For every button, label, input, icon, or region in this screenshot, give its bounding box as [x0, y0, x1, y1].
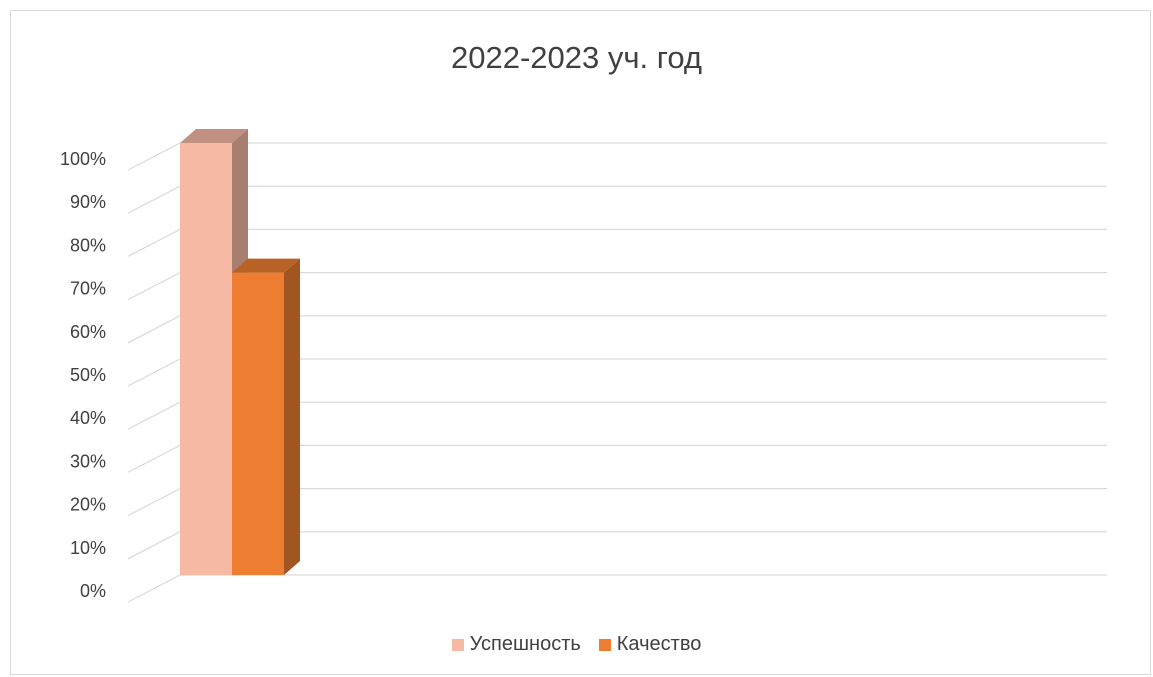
legend-swatch-kachestvo — [598, 638, 611, 651]
legend-swatch-uspeshnost — [451, 638, 464, 651]
bar — [232, 272, 284, 575]
chart-title: 2022-2023 уч. год — [450, 40, 702, 75]
bar-top — [180, 129, 248, 143]
legend: Успешность Качество — [0, 633, 1153, 656]
gridline-diagonal — [127, 488, 181, 517]
gridline-diagonal — [127, 444, 181, 473]
y-tick-label: 20% — [70, 495, 106, 515]
bar-top — [232, 258, 300, 273]
y-tick-label: 60% — [70, 322, 106, 342]
y-tick-label: 10% — [70, 538, 106, 558]
y-tick-label: 90% — [70, 192, 106, 212]
gridline-diagonal — [127, 531, 181, 560]
legend-label-kachestvo: Качество — [616, 633, 702, 655]
gridline-diagonal — [127, 574, 181, 603]
gridline-diagonal — [127, 401, 181, 430]
bar-side — [284, 258, 300, 575]
y-tick-label: 70% — [70, 279, 106, 299]
y-tick-label: 0% — [80, 581, 106, 601]
gridline-diagonal — [127, 315, 181, 344]
y-tick-label: 40% — [70, 408, 106, 428]
legend-item-kachestvo: Качество — [598, 633, 702, 656]
y-tick-label: 100% — [60, 149, 106, 169]
legend-label-uspeshnost: Успешность — [469, 633, 581, 655]
y-tick-label: 80% — [70, 235, 106, 255]
gridline-diagonal — [127, 358, 181, 387]
y-tick-label: 50% — [70, 365, 106, 385]
gridline-diagonal — [127, 228, 181, 257]
gridline-diagonal — [127, 185, 181, 214]
y-tick-label: 30% — [70, 451, 106, 471]
gridline-diagonal — [127, 142, 181, 171]
bar — [180, 143, 232, 575]
gridline-diagonal — [127, 272, 181, 301]
legend-item-uspeshnost: Успешность — [451, 633, 581, 656]
